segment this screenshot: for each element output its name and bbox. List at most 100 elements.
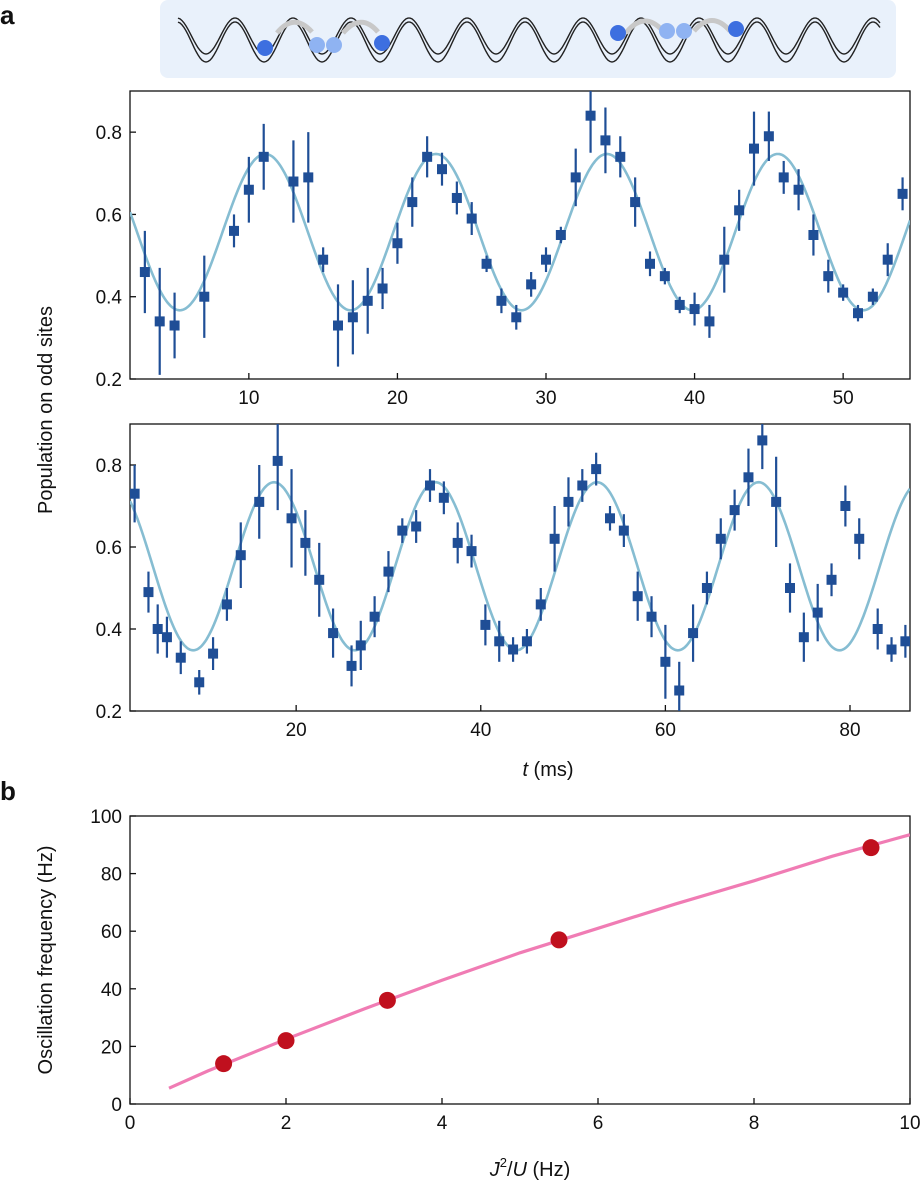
data-point [897,188,908,199]
data-point [407,197,418,208]
x-tick-label: 20 [286,720,307,741]
y-axis-title-b: Oscillation frequency (Hz) [35,846,57,1075]
y-tick-label: 0.2 [96,370,122,391]
data-point [659,271,670,282]
plot-area [130,424,910,711]
data-point [886,644,897,655]
data-point [254,496,265,507]
tunneling-arc-icon [692,18,732,33]
data-point [152,624,163,634]
chart-a-bottom: 20 40 60 80 0.2 0.4 0.6 0.8 [96,423,911,741]
tunneling-arc-icon [341,19,380,35]
data-point [585,110,596,121]
data-point [563,496,574,507]
data-point [362,295,373,306]
data-point [660,656,671,667]
data-point [838,287,849,298]
data-point [719,254,730,265]
data-point [355,640,366,651]
data-point [286,513,297,524]
data-point [526,279,537,290]
x-tick-label: 2 [281,1113,292,1134]
data-point [630,197,641,208]
data-point [480,619,491,630]
x-tick-label: 40 [470,720,491,741]
data-point [591,464,602,475]
fit-curve [130,152,910,312]
data-point [771,496,782,507]
data-point [785,583,795,593]
schematic-background [160,0,896,78]
data-point [208,648,219,659]
x-tick-label: 4 [437,1113,448,1134]
data-point [243,184,254,195]
data-point [600,135,611,146]
data-point [689,304,700,315]
tunneling-arc-icon [275,19,314,35]
y-tick-label: 0.2 [96,702,122,723]
x-tick-label: 6 [593,1113,604,1134]
data-point [757,435,768,446]
data-point [300,537,311,548]
x-tick-label: 50 [833,388,854,409]
panel-label-b: b [0,776,16,806]
data-point [175,652,186,663]
atom-icon [326,37,342,53]
data-point [199,291,210,302]
data-point [854,533,865,544]
data-point [615,151,626,162]
y-tick-label: 60 [101,922,122,943]
data-point [466,213,477,224]
data-point [555,230,566,240]
plot-frame [129,90,911,380]
data-point [715,533,726,544]
atom-icon [374,35,390,51]
data-point [618,525,629,536]
data-point [169,320,180,331]
data-point [481,258,492,269]
data-point [646,611,657,622]
y-tick-label: 0.6 [96,538,122,559]
data-point [437,164,447,175]
data-point [272,455,283,466]
data-point [872,624,883,634]
data-point [749,143,759,154]
x-tick-label: 30 [535,388,556,409]
x-tick-label: 0 [125,1113,136,1134]
data-point [521,636,532,647]
data-point [840,501,851,511]
data-point [288,176,299,187]
data-point [605,513,615,524]
data-point [812,607,823,618]
data-point [511,312,522,323]
data-point [808,230,819,240]
x-axis-title-b: J2/U (Hz) [489,1155,571,1181]
data-point [645,258,655,269]
y-tick-label: 0.6 [96,205,122,226]
chart-a-top: 10 20 30 40 50 0.2 0.4 0.6 0.8 [96,90,911,409]
data-point [438,492,449,503]
data-point [867,291,878,302]
data-point [411,521,422,532]
y-tick-label: 100 [90,807,122,828]
plot-area [130,91,910,375]
data-point [763,131,774,142]
data-point [674,685,685,696]
data-point [235,550,246,561]
atom-icon [309,37,325,53]
x-tick-label: 80 [839,720,860,741]
data-point [882,254,893,265]
data-point [862,839,880,857]
data-point [570,172,581,183]
data-point [853,308,863,319]
data-point [826,574,837,585]
data-point [369,611,380,622]
data-point [688,628,699,639]
plot-area [168,833,910,1090]
data-point [333,320,343,331]
data-point [130,488,140,499]
data-point [154,316,165,327]
data-point [701,583,712,593]
data-point [823,271,834,282]
